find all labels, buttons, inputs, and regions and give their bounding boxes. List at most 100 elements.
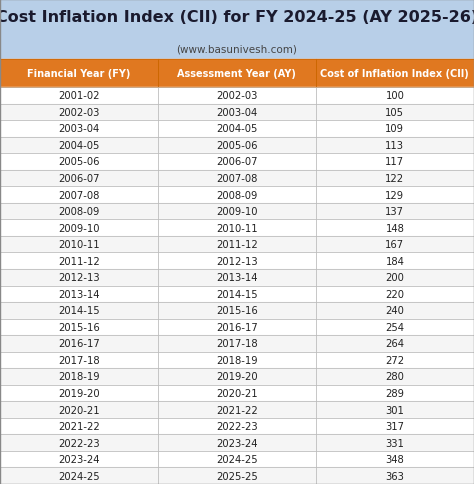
Bar <box>0 401 158 418</box>
Bar <box>0 105 158 121</box>
Bar <box>0 88 158 105</box>
Text: 254: 254 <box>385 322 404 332</box>
Text: 100: 100 <box>385 91 404 101</box>
Text: 2013-14: 2013-14 <box>216 272 257 283</box>
Bar <box>0 203 158 220</box>
Bar <box>0 352 158 368</box>
Bar <box>0 435 158 451</box>
Bar <box>158 368 316 385</box>
Text: 2017-18: 2017-18 <box>58 355 100 365</box>
Text: 2020-21: 2020-21 <box>58 405 100 415</box>
Text: 2003-04: 2003-04 <box>58 124 100 134</box>
Bar <box>158 187 316 203</box>
Bar <box>316 203 474 220</box>
Bar <box>158 88 316 105</box>
Bar <box>316 385 474 401</box>
Bar <box>0 319 158 335</box>
Bar <box>158 302 316 319</box>
Bar <box>158 286 316 302</box>
Bar <box>158 88 316 105</box>
Text: 2019-20: 2019-20 <box>216 372 257 382</box>
Text: 2021-22: 2021-22 <box>58 421 100 431</box>
Text: 2025-25: 2025-25 <box>216 471 258 481</box>
Bar <box>0 302 158 319</box>
Text: 2014-15: 2014-15 <box>216 289 257 299</box>
Bar <box>158 270 316 286</box>
Text: 2017-18: 2017-18 <box>216 339 257 348</box>
Bar <box>316 170 474 187</box>
Bar <box>316 302 474 319</box>
Text: 2015-16: 2015-16 <box>58 322 100 332</box>
Bar <box>158 203 316 220</box>
Text: Cost of Inflation Index (CII): Cost of Inflation Index (CII) <box>320 69 469 79</box>
Bar <box>316 368 474 385</box>
Bar <box>0 220 158 236</box>
Text: 2023-24: 2023-24 <box>58 454 100 464</box>
Bar <box>158 220 316 236</box>
Bar <box>316 335 474 352</box>
Bar <box>316 253 474 270</box>
Bar <box>316 352 474 368</box>
Text: 2016-17: 2016-17 <box>216 322 258 332</box>
Bar <box>158 105 316 121</box>
Bar <box>0 302 158 319</box>
Bar <box>316 286 474 302</box>
Text: 2022-23: 2022-23 <box>58 438 100 448</box>
Bar <box>0 468 158 484</box>
Text: 2009-10: 2009-10 <box>216 207 257 217</box>
Bar <box>0 335 158 352</box>
Text: 184: 184 <box>385 256 404 266</box>
Bar <box>0 170 158 187</box>
Bar <box>0 105 158 121</box>
Bar <box>0 270 158 286</box>
Bar <box>0 137 158 154</box>
Bar <box>316 468 474 484</box>
Text: 2013-14: 2013-14 <box>58 289 100 299</box>
Bar <box>158 319 316 335</box>
Bar <box>0 253 158 270</box>
Bar <box>0 385 158 401</box>
Bar <box>158 121 316 137</box>
Bar <box>0 220 158 236</box>
Text: 317: 317 <box>385 421 404 431</box>
Text: 264: 264 <box>385 339 404 348</box>
Text: 2015-16: 2015-16 <box>216 306 258 316</box>
Bar <box>316 435 474 451</box>
Bar <box>316 418 474 435</box>
Bar <box>316 170 474 187</box>
Text: 2011-12: 2011-12 <box>216 240 258 250</box>
Bar <box>316 302 474 319</box>
Text: 2007-08: 2007-08 <box>58 190 100 200</box>
Text: 2010-11: 2010-11 <box>216 223 257 233</box>
Bar <box>316 154 474 170</box>
Text: 2020-21: 2020-21 <box>216 388 257 398</box>
Bar <box>316 187 474 203</box>
Text: 109: 109 <box>385 124 404 134</box>
Bar <box>0 368 158 385</box>
Text: 2001-02: 2001-02 <box>58 91 100 101</box>
Bar <box>316 435 474 451</box>
Bar <box>316 220 474 236</box>
Text: 2023-24: 2023-24 <box>216 438 257 448</box>
Text: 2016-17: 2016-17 <box>58 339 100 348</box>
Text: 2002-03: 2002-03 <box>58 107 100 118</box>
Bar <box>316 105 474 121</box>
Bar <box>316 401 474 418</box>
Bar <box>0 137 158 154</box>
Bar <box>316 137 474 154</box>
Text: 2022-23: 2022-23 <box>216 421 257 431</box>
Bar <box>0 236 158 253</box>
Text: 2003-04: 2003-04 <box>216 107 257 118</box>
Bar <box>158 385 316 401</box>
Text: 2006-07: 2006-07 <box>216 157 257 167</box>
Text: 105: 105 <box>385 107 404 118</box>
Text: 200: 200 <box>385 272 404 283</box>
Bar <box>158 121 316 137</box>
Text: 2011-12: 2011-12 <box>58 256 100 266</box>
Text: Cost Inflation Index (CII) for FY 2024-25 (AY 2025-26): Cost Inflation Index (CII) for FY 2024-2… <box>0 10 474 25</box>
Bar <box>158 253 316 270</box>
Bar <box>316 88 474 105</box>
Bar <box>316 335 474 352</box>
Bar <box>158 286 316 302</box>
Bar <box>158 236 316 253</box>
